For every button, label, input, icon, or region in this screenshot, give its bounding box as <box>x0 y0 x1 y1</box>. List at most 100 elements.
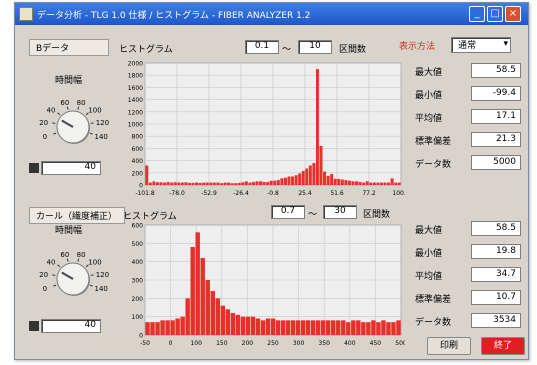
top-stat-label: 最小値 <box>415 91 443 101</box>
x-tick-label: 500 <box>395 340 405 347</box>
histogram-bar <box>152 181 156 185</box>
histogram-bar <box>175 318 180 335</box>
x-tick-label: 77.2 <box>362 190 376 197</box>
top-stat-value: -99.4 <box>471 86 521 101</box>
histogram-bar <box>381 320 386 335</box>
stop-button-label: 終了 <box>493 341 512 351</box>
histogram-bar <box>276 180 280 185</box>
bottom-knob-value[interactable]: 40 <box>41 319 101 333</box>
histogram-bar <box>155 322 160 335</box>
histogram-bar <box>215 298 220 335</box>
dial-tick-label: 120 <box>96 271 109 279</box>
bottom-histogram-label: ヒストグラム <box>123 212 177 222</box>
top-spinner-icon[interactable] <box>29 163 39 173</box>
histogram-bar <box>216 182 220 185</box>
histogram-bar <box>326 175 330 185</box>
bottom-stat-label: 平均値 <box>415 272 443 282</box>
bottom-range-to[interactable]: 30 <box>323 205 357 219</box>
x-tick-label: -101.8 <box>135 190 155 197</box>
y-tick-label: 1200 <box>128 109 143 116</box>
histogram-bar <box>344 180 348 185</box>
x-tick-label: 300 <box>293 340 305 347</box>
dial-tick-label: 100 <box>88 258 101 266</box>
histogram-bar <box>300 320 306 335</box>
dial-tick-label: 20 <box>39 271 48 279</box>
close-icon[interactable]: × <box>505 6 521 22</box>
histogram-bar <box>259 181 263 185</box>
histogram-bar <box>362 182 366 185</box>
dial-tick-label: 80 <box>77 251 86 259</box>
histogram-bar <box>315 320 321 335</box>
histogram-bar <box>280 178 284 185</box>
histogram-bar <box>205 280 210 335</box>
dial-tick-mark <box>89 132 93 135</box>
main-window: データ分析 - TLG 1.0 仕様 / ヒストグラム - FIBER ANAL… <box>14 2 529 360</box>
histogram-bar <box>212 182 216 185</box>
y-tick-label: 1400 <box>128 97 143 104</box>
histogram-bar <box>234 183 238 185</box>
histogram-bar <box>358 181 362 185</box>
histogram-bar <box>390 178 394 185</box>
chevron-down-icon[interactable]: ▾ <box>503 39 508 49</box>
top-knob-label: 時間幅 <box>55 76 83 86</box>
histogram-bar <box>150 322 155 335</box>
histogram-bar <box>155 182 159 185</box>
histogram-bar <box>195 232 200 335</box>
top-unit-label: 区間数 <box>339 45 367 55</box>
top-knob-value[interactable]: 40 <box>41 161 101 175</box>
mode-select[interactable]: 通常 ▾ <box>451 37 511 53</box>
y-tick-label: 500 <box>132 241 144 248</box>
maximize-icon[interactable]: □ <box>487 6 503 22</box>
histogram-bar <box>237 182 241 185</box>
bottom-stat-label: 最小値 <box>415 249 443 259</box>
y-tick-label: 1800 <box>128 73 143 80</box>
y-tick-label: 2000 <box>128 61 143 68</box>
dial-tick-mark <box>85 264 89 268</box>
title-bar[interactable]: データ分析 - TLG 1.0 仕様 / ヒストグラム - FIBER ANAL… <box>15 3 528 25</box>
bottom-stat-label: 最大値 <box>415 226 443 236</box>
histogram-bar <box>341 320 346 335</box>
top-stat-value: 58.5 <box>471 63 521 78</box>
dial-tick-mark <box>53 284 57 287</box>
top-range-to[interactable]: 10 <box>298 40 332 54</box>
histogram-bar <box>273 180 277 185</box>
histogram-bar <box>195 182 199 185</box>
dial-tick-mark <box>52 122 56 124</box>
bottom-range-from[interactable]: 0.7 <box>271 205 305 219</box>
histogram-bar <box>198 182 202 185</box>
dial-tick-label: 40 <box>47 258 56 266</box>
histogram-bar <box>225 309 231 335</box>
histogram-bar <box>163 182 167 185</box>
histogram-bar <box>210 291 215 335</box>
histogram-bar <box>266 181 270 185</box>
histogram-bar <box>250 316 256 335</box>
histogram-bar <box>170 182 174 185</box>
histogram-bar <box>351 320 356 335</box>
y-tick-label: 400 <box>132 158 144 165</box>
top-range-from[interactable]: 0.1 <box>245 40 279 54</box>
histogram-bar <box>159 182 163 185</box>
dial-tick-label: 60 <box>60 251 69 259</box>
print-button[interactable]: 印刷 <box>427 337 471 355</box>
dial-tick-mark <box>52 274 56 276</box>
x-tick-label: -50 <box>140 340 150 347</box>
histogram-bar <box>310 320 316 335</box>
stop-button[interactable]: 終了 <box>481 337 525 355</box>
minimize-icon[interactable]: _ <box>469 6 485 22</box>
y-tick-label: 100 <box>132 314 144 321</box>
y-tick-label: 1600 <box>128 85 143 92</box>
histogram-bar <box>331 320 336 335</box>
histogram-bar <box>396 320 401 335</box>
dial-tick-mark <box>57 264 61 268</box>
app-icon <box>19 7 33 21</box>
top-stat-value: 21.3 <box>471 132 521 147</box>
x-tick-label: 0 <box>169 340 173 347</box>
x-tick-label: 51.6 <box>330 190 344 197</box>
bottom-section-label: カール（繊度補正） <box>29 207 125 224</box>
histogram-bar <box>148 182 152 185</box>
bottom-spinner-icon[interactable] <box>29 321 39 331</box>
dial-tick-label: 0 <box>43 133 47 141</box>
